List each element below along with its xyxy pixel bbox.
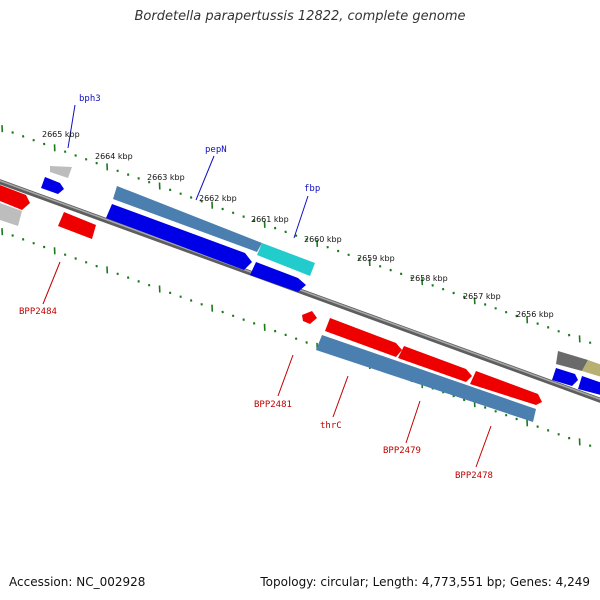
gene-label-thrC: thrC — [320, 421, 342, 431]
tick-label-5: 2660 kbp — [304, 235, 342, 244]
BPP2479-leader — [405, 400, 421, 444]
gene-bph3-blue[interactable] — [41, 177, 64, 194]
BPP2478-leader — [475, 425, 492, 468]
bph3-leader — [67, 104, 76, 149]
gene-grey-left[interactable] — [0, 203, 22, 226]
gene-red-left[interactable] — [0, 185, 30, 210]
tick-label-4: 2661 kbp — [251, 215, 289, 224]
gene-olive[interactable] — [582, 360, 600, 378]
tick-label-9: 2656 kbp — [516, 310, 554, 319]
thrC-leader — [332, 375, 349, 418]
gene-BPP2478[interactable] — [470, 371, 542, 405]
gene-dark-grey[interactable] — [556, 351, 588, 371]
tick-label-8: 2657 kbp — [463, 292, 501, 301]
accession-text: Accession: NC_002928 — [9, 575, 146, 589]
gene-pepN-blue[interactable] — [106, 204, 252, 270]
tick-label-6: 2659 kbp — [357, 254, 395, 263]
gene-blue-right-1[interactable] — [552, 368, 578, 386]
gene-fbp-blue[interactable] — [250, 262, 306, 292]
gene-label-bph3: bph3 — [79, 94, 101, 104]
tick-label-1: 2664 kbp — [95, 152, 133, 161]
gene-thrC-steel[interactable] — [316, 335, 536, 422]
gene-BPP2484[interactable] — [58, 212, 96, 239]
gene-label-BPP2484: BPP2484 — [19, 307, 57, 317]
genome-summary-text: Topology: circular; Length: 4,773,551 bp… — [260, 575, 590, 589]
gene-blue-right-2[interactable] — [578, 376, 600, 396]
BPP2481-leader — [277, 354, 294, 397]
gene-pepN-steel[interactable] — [113, 186, 262, 252]
pepN-leader — [195, 155, 215, 201]
gene-label-pepN: pepN — [205, 145, 227, 155]
tick-label-3: 2662 kbp — [199, 194, 237, 203]
gene-label-BPP2481: BPP2481 — [254, 400, 292, 410]
gene-BPP2481[interactable] — [302, 311, 317, 324]
gene-label-BPP2479: BPP2479 — [383, 446, 421, 456]
map-title: Bordetella parapertussis 12822, complete… — [134, 9, 466, 24]
fbp-leader — [293, 195, 309, 239]
gene-red-mid-1[interactable] — [325, 318, 402, 357]
tick-label-2: 2663 kbp — [147, 173, 185, 182]
gene-BPP2479[interactable] — [398, 346, 472, 382]
gene-label-BPP2478: BPP2478 — [455, 471, 493, 481]
gene-label-fbp: fbp — [304, 184, 320, 194]
kbp-tick-labels: 2665 kbp 2664 kbp 2663 kbp 2662 kbp 2661… — [42, 130, 554, 319]
gene-fbp-cyan[interactable] — [257, 243, 315, 276]
gene-bph3-grey[interactable] — [50, 166, 72, 178]
tick-label-0: 2665 kbp — [42, 130, 80, 139]
BPP2484-leader — [42, 261, 61, 305]
genome-backbone — [0, 179, 600, 403]
tick-label-7: 2658 kbp — [410, 274, 448, 283]
green-tick-rows — [1, 125, 592, 447]
